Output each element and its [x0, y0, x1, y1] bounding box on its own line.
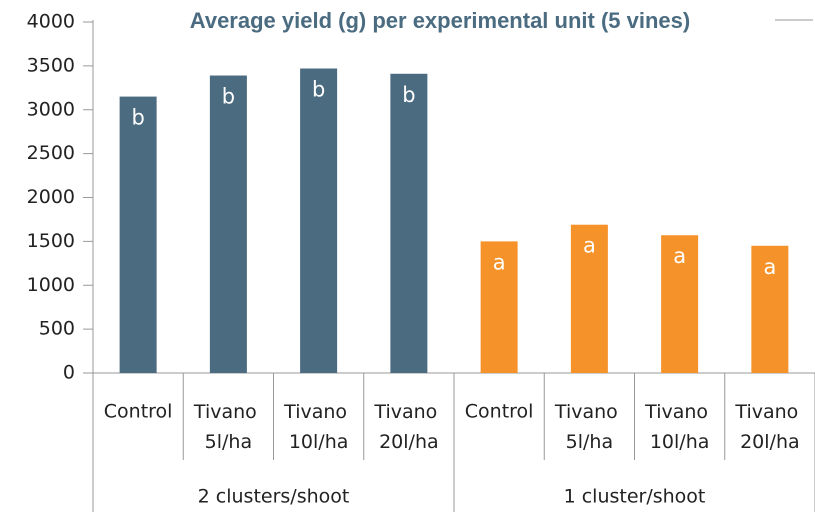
bar — [209, 75, 247, 373]
bar-annotation: a — [583, 234, 596, 258]
bar-annotation: a — [673, 244, 686, 268]
bar — [661, 235, 699, 373]
bar — [390, 73, 428, 374]
bar-annotation: b — [402, 83, 415, 107]
group-label: 2 clusters/shoot — [198, 486, 350, 508]
x-tick-label: Tivano 20l/ha — [373, 401, 443, 453]
y-tick-label: 1500 — [27, 230, 75, 252]
x-tick-label: Tivano 10l/ha — [283, 401, 353, 453]
bar — [570, 224, 608, 373]
y-tick-label: 1000 — [27, 274, 75, 296]
bar-annotation: b — [222, 85, 235, 109]
bar — [751, 245, 789, 373]
y-tick-label: 3000 — [27, 98, 75, 120]
y-tick-label: 500 — [39, 318, 75, 340]
group-label: 1 cluster/shoot — [564, 486, 706, 508]
x-tick-label: Tivano 5l/ha — [554, 401, 624, 453]
bar-annotation: b — [312, 78, 325, 102]
bar — [119, 96, 157, 374]
x-tick-label: Tivano 10l/ha — [644, 401, 714, 453]
bar-annotation: a — [763, 255, 776, 279]
y-tick-label: 3500 — [27, 54, 75, 76]
x-tick-label: Control — [465, 401, 534, 423]
x-tick-label: Control — [104, 401, 173, 423]
bar — [300, 68, 338, 373]
y-tick-label: 2000 — [27, 186, 75, 208]
bar — [480, 241, 518, 373]
chart-title: Average yield (g) per experimental unit … — [190, 8, 690, 33]
y-tick-label: 0 — [63, 362, 75, 384]
x-tick-label: Tivano 20l/ha — [734, 401, 804, 453]
y-tick-label: 2500 — [27, 142, 75, 164]
bar-annotation: b — [131, 106, 144, 130]
x-tick-label: Tivano 5l/ha — [193, 401, 263, 453]
y-tick-label: 4000 — [27, 11, 75, 33]
bar-annotation: a — [493, 250, 506, 274]
